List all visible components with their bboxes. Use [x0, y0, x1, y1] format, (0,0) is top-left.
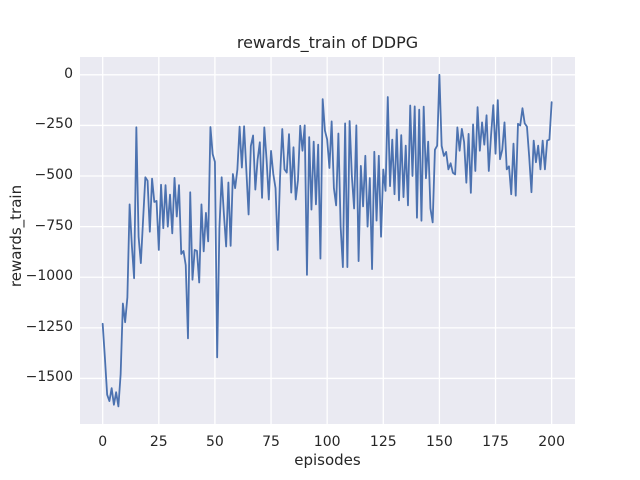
y-tick-label: −1500 — [25, 369, 73, 386]
y-tick-label: −500 — [34, 167, 73, 184]
y-tick-label: 0 — [64, 65, 73, 82]
x-tick-label: 200 — [538, 434, 565, 450]
x-tick-label: 75 — [262, 434, 280, 450]
data-line — [101, 73, 553, 408]
x-tick-label: 0 — [98, 434, 108, 450]
x-tick-label: 125 — [369, 434, 397, 450]
y-tick-label: −1250 — [25, 318, 73, 335]
x-tick-label: 50 — [205, 434, 224, 450]
chart-title: rewards_train of DDPG — [236, 33, 419, 52]
y-tick-label: −1000 — [25, 268, 73, 285]
y-tick-label: −750 — [34, 217, 73, 234]
x-tick-label: 150 — [426, 434, 453, 450]
x-tick-label: 175 — [482, 434, 509, 450]
y-axis-label: rewards_train — [7, 184, 25, 288]
x-tick-label: 25 — [149, 434, 168, 450]
x-tick-label: 100 — [313, 434, 341, 450]
x-axis-label: episodes — [294, 451, 361, 469]
y-tick-label: −250 — [34, 116, 73, 133]
